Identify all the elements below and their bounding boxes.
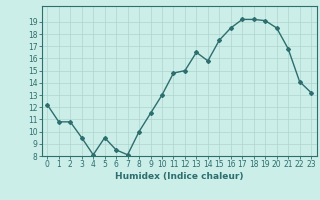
X-axis label: Humidex (Indice chaleur): Humidex (Indice chaleur) [115,172,244,181]
